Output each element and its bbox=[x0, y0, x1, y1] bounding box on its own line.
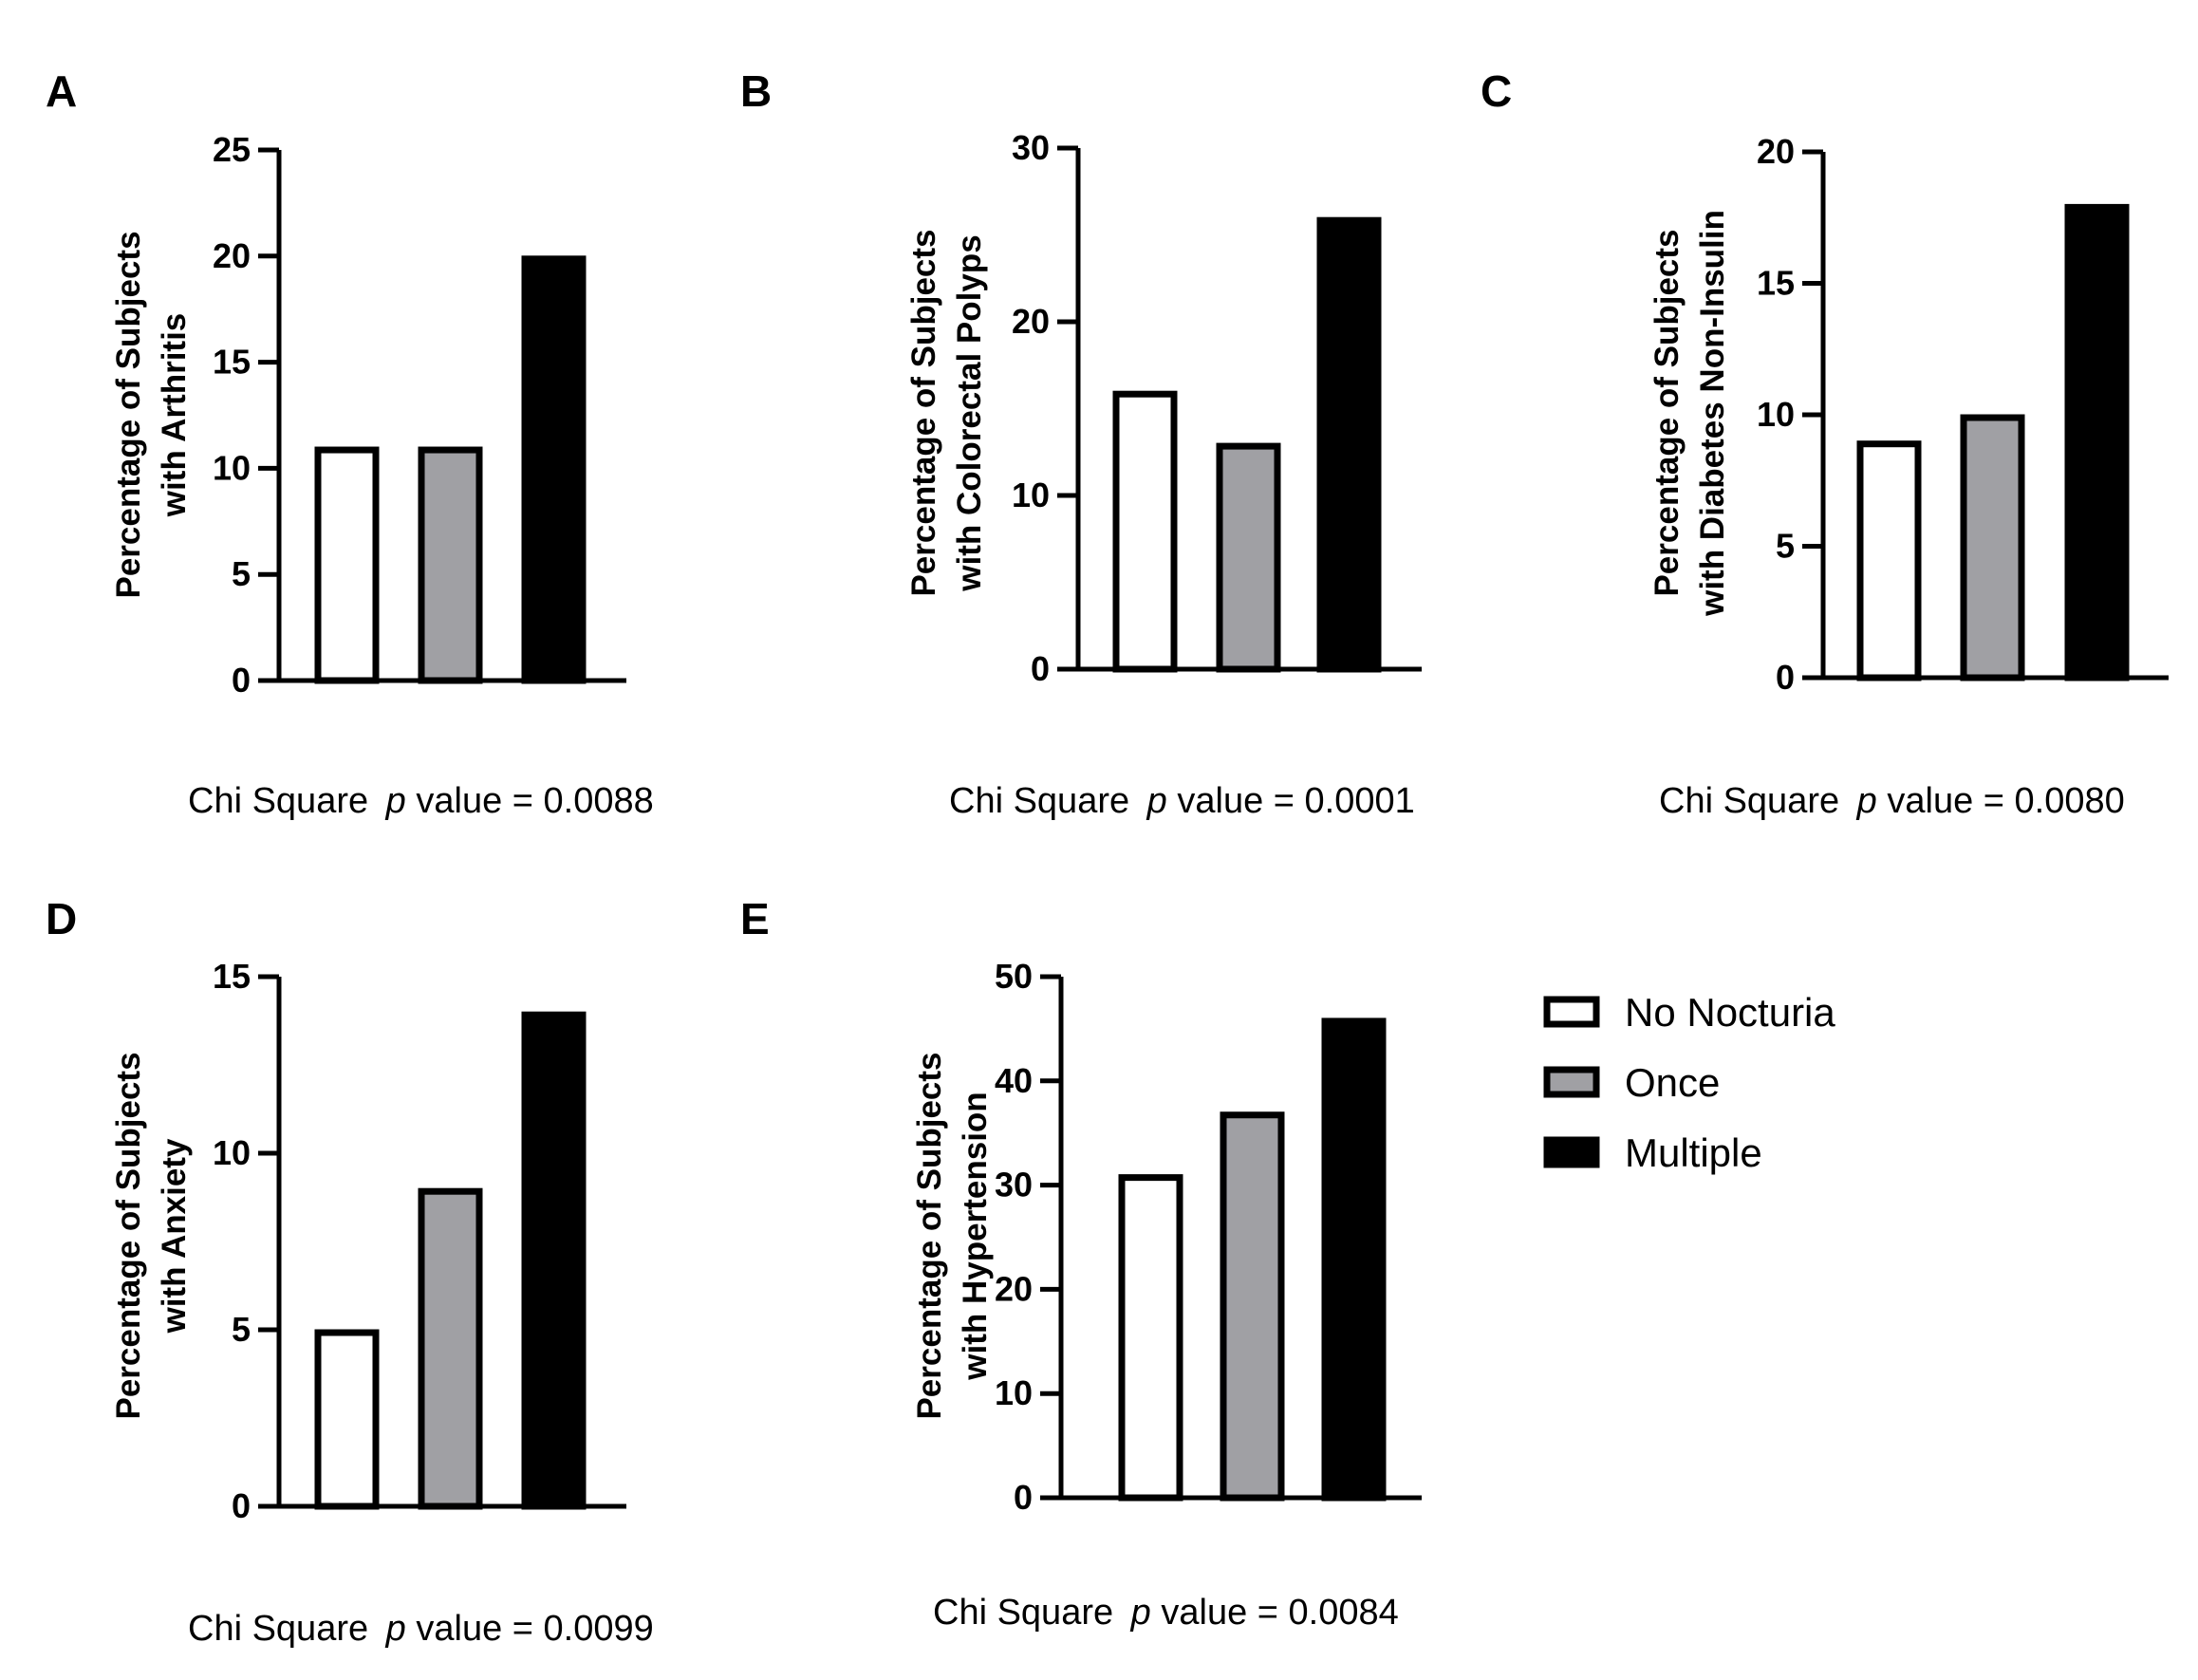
y-tick-label: 20 bbox=[1012, 302, 1050, 341]
y-tick-label: 0 bbox=[1031, 649, 1050, 688]
legend-label: Once bbox=[1625, 1060, 1720, 1105]
legend-label: No Nocturia bbox=[1625, 990, 1835, 1035]
legend-swatch-no-nocturia bbox=[1543, 996, 1600, 1028]
y-tick-label: 25 bbox=[213, 130, 251, 169]
y-tick-label: 20 bbox=[213, 236, 251, 275]
stat-suffix: value = 0.0001 bbox=[1167, 781, 1415, 821]
y-axis-label: Percentage of Subjects bbox=[1648, 229, 1686, 596]
y-tick-label: 0 bbox=[232, 661, 251, 700]
stat-caption: Chi Square p value = 0.0001 bbox=[949, 781, 1415, 821]
bar-no-nocturia bbox=[314, 446, 380, 684]
y-tick-label: 5 bbox=[1776, 527, 1795, 566]
y-axis-label: with Anxiety bbox=[156, 1138, 193, 1334]
y-tick-label: 15 bbox=[1757, 264, 1795, 303]
y-axis-label: Percentage of Subjects bbox=[110, 231, 147, 598]
y-tick-label: 15 bbox=[213, 343, 251, 382]
y-axis-label: with Hypertension bbox=[957, 1092, 994, 1380]
bar-multiple bbox=[521, 1011, 587, 1510]
panel-letter: B bbox=[740, 66, 772, 116]
y-tick-label: 5 bbox=[232, 1310, 251, 1349]
bar-once bbox=[418, 446, 483, 684]
panel-letter: D bbox=[46, 894, 77, 943]
panel-letter: C bbox=[1481, 66, 1512, 116]
y-tick-label: 15 bbox=[213, 957, 251, 996]
bar-once bbox=[1960, 414, 2025, 681]
y-axis-label: Percentage of Subjects bbox=[905, 229, 942, 596]
stat-suffix: value = 0.0099 bbox=[406, 1609, 654, 1649]
stat-p: p bbox=[385, 781, 406, 821]
stat-caption: Chi Square p value = 0.0080 bbox=[1659, 781, 2125, 821]
y-tick-label: 50 bbox=[995, 957, 1033, 996]
y-tick-label: 0 bbox=[1014, 1478, 1033, 1517]
bar-multiple bbox=[1316, 216, 1382, 673]
stat-caption: Chi Square p value = 0.0088 bbox=[188, 781, 654, 821]
y-tick-label: 20 bbox=[995, 1269, 1033, 1308]
stat-p: p bbox=[1130, 1593, 1151, 1633]
y-axis-label: Percentage of Subjects bbox=[110, 1052, 147, 1419]
y-tick-label: 40 bbox=[995, 1061, 1033, 1100]
y-tick-label: 10 bbox=[213, 1133, 251, 1172]
stat-p: p bbox=[385, 1609, 406, 1649]
stat-prefix: Chi Square bbox=[1659, 781, 1850, 821]
y-tick-label: 30 bbox=[1012, 128, 1050, 167]
stat-suffix: value = 0.0080 bbox=[1877, 781, 2125, 821]
y-tick-label: 10 bbox=[1757, 395, 1795, 434]
panel-letter: A bbox=[46, 66, 77, 116]
bar-multiple bbox=[2064, 203, 2130, 681]
bar-once bbox=[1216, 442, 1281, 673]
bar-multiple bbox=[521, 255, 587, 684]
y-axis-label: with Arthritis bbox=[156, 313, 193, 518]
panel-d: D 0 5 10 15 Percentage of Subjects with Anxiet… bbox=[46, 894, 654, 1649]
panel-letter: E bbox=[740, 894, 770, 943]
bar-once bbox=[418, 1187, 483, 1510]
panel-c: C 0 5 10 15 20 Percentage of Subjects with Diab… bbox=[1481, 66, 2169, 821]
legend: No Nocturia Once Multiple bbox=[1543, 990, 1835, 1175]
stat-p: p bbox=[1146, 781, 1167, 821]
legend-swatch-multiple bbox=[1543, 1136, 1600, 1168]
y-axis-label: with Colorectal Polyps bbox=[951, 234, 988, 591]
bar-no-nocturia bbox=[1112, 390, 1178, 673]
y-tick-label: 10 bbox=[213, 448, 251, 487]
bar-once bbox=[1220, 1111, 1285, 1502]
y-tick-label: 5 bbox=[232, 554, 251, 593]
panel-e: E 0 10 20 30 40 50 Percentage of Subjects with H… bbox=[740, 894, 1422, 1633]
y-tick-label: 0 bbox=[232, 1486, 251, 1525]
y-tick-label: 0 bbox=[1776, 658, 1795, 697]
stat-p: p bbox=[1856, 781, 1877, 821]
panel-b: B 0 10 20 30 Percentage of Subjects with Color… bbox=[740, 66, 1422, 821]
stat-prefix: Chi Square bbox=[188, 781, 379, 821]
legend-swatch-once bbox=[1543, 1066, 1600, 1098]
bar-no-nocturia bbox=[1118, 1174, 1183, 1502]
stat-prefix: Chi Square bbox=[949, 781, 1140, 821]
y-tick-label: 30 bbox=[995, 1166, 1033, 1204]
stat-caption: Chi Square p value = 0.0099 bbox=[188, 1609, 654, 1649]
stat-prefix: Chi Square bbox=[933, 1593, 1124, 1633]
stat-suffix: value = 0.0084 bbox=[1151, 1593, 1399, 1633]
y-tick-label: 20 bbox=[1757, 132, 1795, 171]
bar-multiple bbox=[1321, 1017, 1387, 1502]
y-axis-label: Percentage of Subjects bbox=[911, 1052, 948, 1419]
panel-a: A 0 5 10 15 20 25 Percentage of Subjects with Ar… bbox=[46, 66, 654, 821]
bar-no-nocturia bbox=[314, 1329, 380, 1510]
y-tick-label: 10 bbox=[995, 1373, 1033, 1412]
y-tick-label: 10 bbox=[1012, 476, 1050, 514]
stat-prefix: Chi Square bbox=[188, 1609, 379, 1649]
stat-caption: Chi Square p value = 0.0084 bbox=[933, 1593, 1399, 1633]
legend-label: Multiple bbox=[1625, 1130, 1762, 1175]
bar-no-nocturia bbox=[1856, 440, 1922, 681]
y-axis-label: with Diabetes Non-Insulin bbox=[1694, 210, 1731, 617]
stat-suffix: value = 0.0088 bbox=[406, 781, 654, 821]
